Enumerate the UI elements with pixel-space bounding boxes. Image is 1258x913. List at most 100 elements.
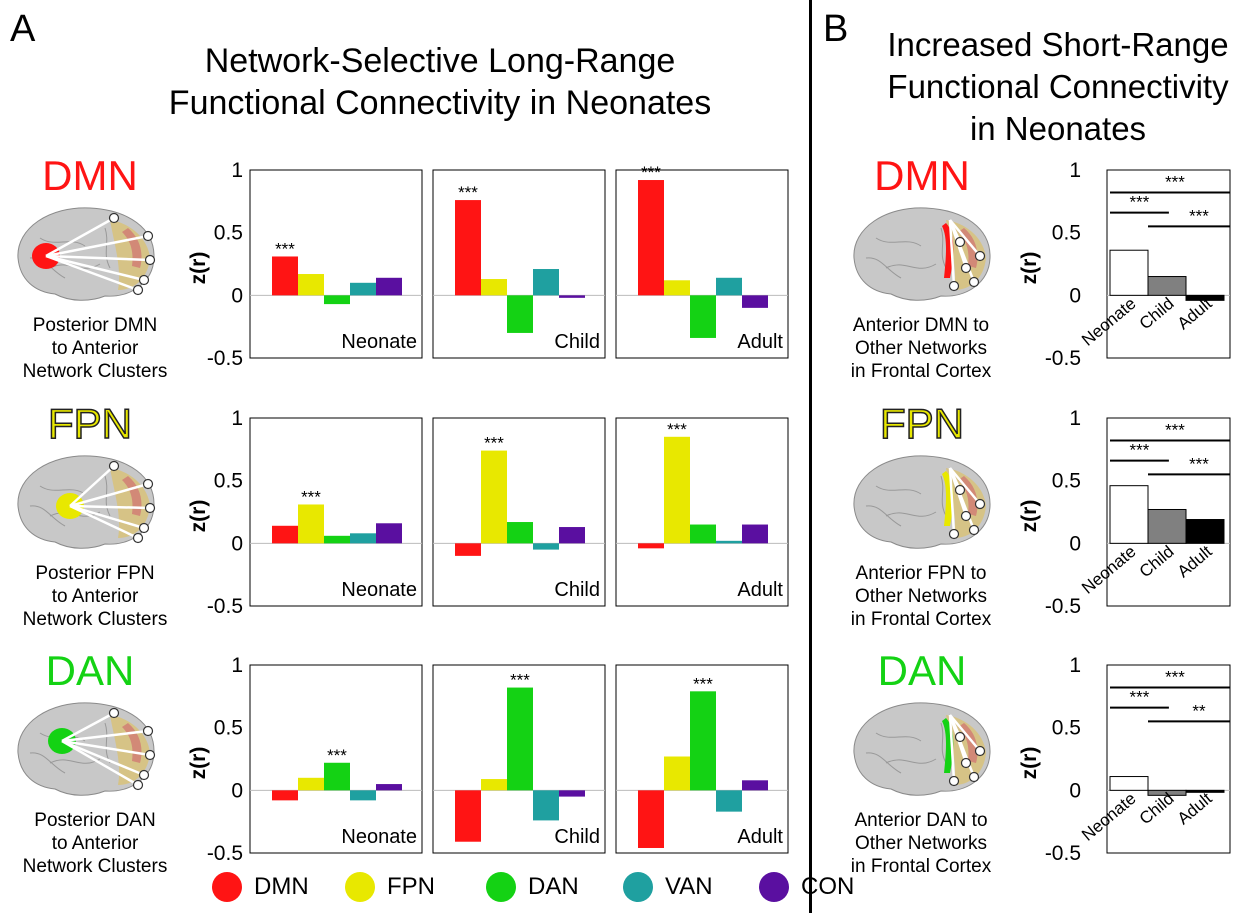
group-label: Neonate <box>341 331 417 353</box>
y-tick-label: 0 <box>231 779 243 802</box>
bar <box>1109 776 1149 791</box>
y-tick-label: 0.5 <box>214 470 243 493</box>
bar <box>664 756 690 791</box>
significance-stars: *** <box>301 487 321 506</box>
legend-swatch <box>345 872 375 902</box>
legend-label: VAN <box>665 873 713 900</box>
significance-stars: *** <box>1130 441 1150 460</box>
legend-item-van: VAN <box>623 872 713 902</box>
bar <box>690 524 716 544</box>
y-tick-label: 1 <box>1069 654 1081 677</box>
bar <box>298 777 324 791</box>
bar <box>481 279 507 296</box>
legend-item-fpn: FPN <box>345 872 435 902</box>
bar <box>716 277 742 296</box>
y-tick-label: 0.5 <box>1052 222 1081 245</box>
significance-stars: ** <box>1192 701 1206 720</box>
bar <box>376 523 402 544</box>
bar <box>559 527 585 544</box>
bar <box>324 762 350 791</box>
group-label: Child <box>554 331 600 353</box>
bar <box>1109 485 1149 544</box>
significance-stars: *** <box>275 239 295 258</box>
panel-letter-b: B <box>823 8 849 50</box>
bar <box>272 256 298 296</box>
bar <box>376 784 402 791</box>
legend-item-con: CON <box>759 872 854 902</box>
y-tick-label: 0 <box>1069 779 1081 802</box>
row-description-b: Anterior FPN to Other Networks in Frontal … <box>816 562 1026 631</box>
y-axis-label: z(r) <box>1018 500 1041 533</box>
brain-icon <box>846 198 996 313</box>
y-tick-label: 0.5 <box>214 222 243 245</box>
row-label-b-dan: DAN <box>877 647 967 694</box>
legend-swatch <box>486 872 516 902</box>
y-tick-label: 0 <box>231 284 243 307</box>
bar <box>1147 789 1187 796</box>
significance-stars: *** <box>667 420 687 439</box>
y-tick-label: 1 <box>1069 407 1081 430</box>
significance-stars: *** <box>1165 173 1185 192</box>
row-description-a: Posterior FPN to Anterior Network Clusters <box>0 562 200 631</box>
bar <box>481 779 507 791</box>
bar <box>690 295 716 338</box>
y-tick-label: 0.5 <box>214 717 243 740</box>
significance-stars: *** <box>693 674 713 693</box>
legend-label: CON <box>801 873 855 900</box>
description-line: in Frontal Cortex <box>850 856 992 877</box>
brain-icon <box>10 198 160 313</box>
significance-stars: *** <box>641 163 661 182</box>
legend-swatch <box>759 872 789 902</box>
bar <box>324 535 350 544</box>
description-line: Other Networks <box>855 338 987 359</box>
bar <box>559 790 585 797</box>
row-description-b: Anterior DMN to Other Networks in Frontal … <box>816 314 1026 383</box>
legend-item-dan: DAN <box>486 872 579 902</box>
bar <box>272 790 298 801</box>
panel-a-title-line2: Functional Connectivity in Neonates <box>168 84 712 122</box>
bar <box>533 269 559 296</box>
y-tick-label: 0.5 <box>1052 470 1081 493</box>
row-label-a-fpn: FPN <box>47 399 133 448</box>
description-line: Posterior FPN <box>35 563 155 584</box>
y-tick-label: 1 <box>231 654 243 677</box>
panel-letter-a: A <box>10 8 36 50</box>
y-axis-label: z(r) <box>1018 252 1041 285</box>
description-line: Network Clusters <box>22 856 168 877</box>
bar <box>742 295 768 308</box>
panel-b-title-line1: Increased Short-Range <box>887 26 1229 63</box>
y-axis-label: z(r) <box>187 252 210 285</box>
group-label: Child <box>554 579 600 601</box>
bar <box>638 790 664 848</box>
panel-a-title: Network-Selective Long-Range Functional … <box>100 40 780 124</box>
bar <box>664 280 690 296</box>
description-line: to Anterior <box>51 833 139 854</box>
panel-b-title: Increased Short-Range Functional Connect… <box>860 24 1256 150</box>
y-tick-label: 1 <box>231 159 243 182</box>
legend-swatch <box>623 872 653 902</box>
row-description-a: Posterior DAN to Anterior Network Clusters <box>0 809 200 878</box>
bar <box>1185 294 1225 301</box>
group-label: Adult <box>737 579 783 601</box>
description-line: Anterior DAN to <box>854 810 988 831</box>
plot-box <box>1106 664 1231 854</box>
bar <box>1147 276 1187 296</box>
y-tick-label: 0 <box>231 532 243 555</box>
plot-box <box>615 417 789 607</box>
bar <box>690 691 716 791</box>
y-tick-label: -0.5 <box>207 347 243 370</box>
bar <box>350 282 376 296</box>
row-label-b-fpn: FPN <box>879 399 965 448</box>
description-line: Anterior DMN to <box>852 315 990 336</box>
legend-swatch <box>212 872 242 902</box>
y-tick-label: -0.5 <box>207 595 243 618</box>
bar <box>559 295 585 298</box>
description-line: Posterior DMN <box>32 315 158 336</box>
bar <box>298 274 324 296</box>
y-axis-label: z(r) <box>187 747 210 780</box>
significance-stars: *** <box>1165 421 1185 440</box>
row-description-b: Anterior DAN to Other Networks in Frontal … <box>816 809 1026 878</box>
bar <box>716 540 742 544</box>
description-line: Network Clusters <box>22 609 168 630</box>
bar <box>664 436 690 544</box>
